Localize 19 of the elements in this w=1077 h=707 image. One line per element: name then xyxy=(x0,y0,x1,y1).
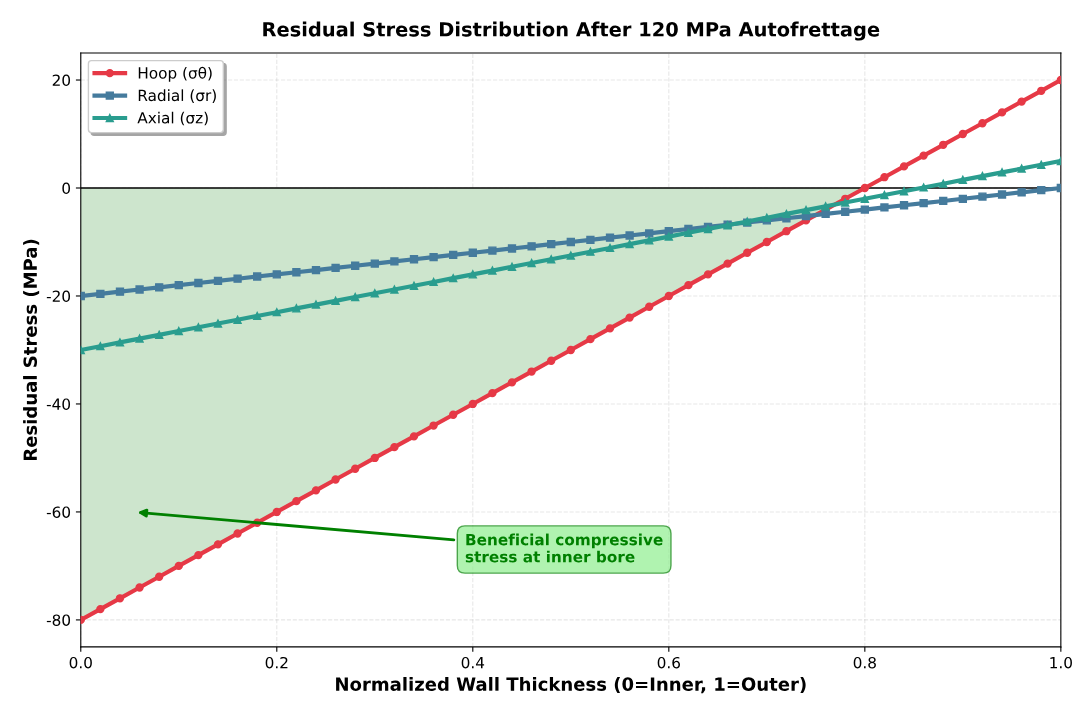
x-tick-label: 0.6 xyxy=(657,656,680,669)
y-tick-label: 20 xyxy=(52,74,71,87)
x-tick-label: 1.0 xyxy=(1050,656,1072,669)
legend-label: Hoop (σθ) xyxy=(138,66,212,82)
legend-label: Axial (σz) xyxy=(137,111,208,126)
annotation: Beneficial compressive stress at inner bore xyxy=(465,533,663,563)
x-tick-label: 0.4 xyxy=(461,656,485,669)
x-tick-label: 0.2 xyxy=(265,656,288,669)
y-tick-label: -40 xyxy=(46,398,71,410)
x-tick-label: 0.8 xyxy=(853,656,876,669)
y-tick-label: 0 xyxy=(62,182,71,195)
y-tick-label: -20 xyxy=(46,290,71,302)
x-tick-label: 0.0 xyxy=(69,656,92,669)
y-tick-label: -60 xyxy=(46,506,71,518)
y-axis-title: Residual Stress (MPa) xyxy=(23,239,40,461)
chart-title: Residual Stress Distribution After 120 MPa Autofrettage xyxy=(263,21,880,41)
x-axis-title: Normalized Wall Thickness (0=Inner, 1=Outer) xyxy=(336,676,806,694)
legend-label: Radial (σr) xyxy=(138,89,216,103)
y-tick-label: -80 xyxy=(46,614,71,626)
